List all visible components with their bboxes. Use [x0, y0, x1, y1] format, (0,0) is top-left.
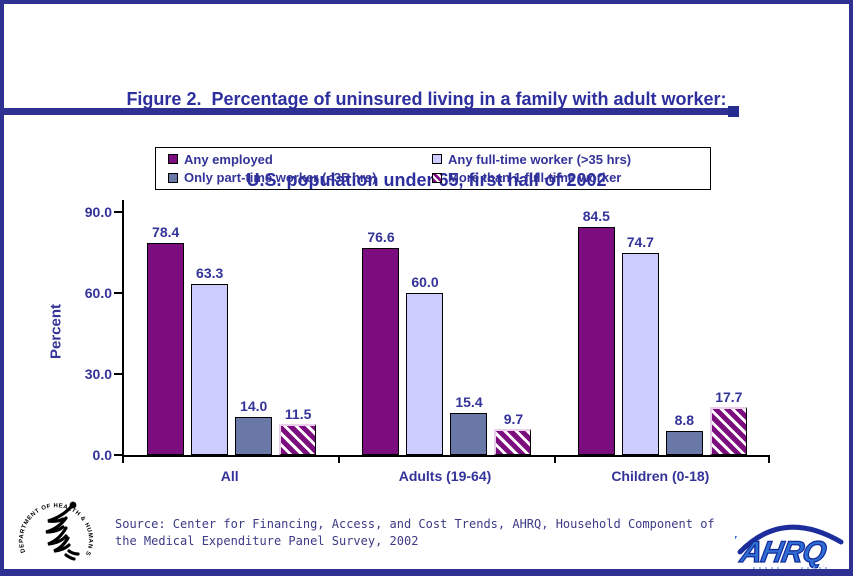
ahrq-logo: AHRQ — [735, 524, 844, 570]
y-tick-labels: 0.0 30.0 60.0 90.0 — [60, 200, 112, 463]
bar: 8.8 — [665, 412, 703, 455]
x-tick-mark — [768, 457, 770, 463]
bar-value-label: 76.6 — [367, 229, 395, 245]
bar: 15.4 — [450, 394, 488, 455]
bar: 63.3 — [191, 265, 229, 455]
hhs-eagle-head — [69, 501, 77, 509]
svg-text:DEPARTMENT OF HEALTH & HUMAN S: DEPARTMENT OF HEALTH & HUMAN SERVICES · … — [16, 492, 93, 556]
figure-title: Figure 2. Percentage of uninsured living… — [0, 32, 853, 248]
bar: 17.7 — [709, 389, 747, 455]
y-tick-marks — [114, 200, 122, 456]
bar: 74.7 — [621, 234, 659, 455]
hhs-seal-text: DEPARTMENT OF HEALTH & HUMAN SERVICES · … — [16, 492, 92, 556]
source-text: Source: Center for Financing, Access, an… — [115, 517, 715, 548]
bar: 60.0 — [406, 274, 444, 455]
legend-label: Any full-time worker (>35 hrs) — [448, 151, 632, 167]
bar: 84.5 — [577, 208, 615, 455]
bar-value-label: 74.7 — [626, 234, 654, 250]
legend-item: Only part-time worker (<35 hrs) — [168, 170, 432, 185]
hhs-eagle-icon — [45, 504, 80, 561]
hhs-seal-logo: DEPARTMENT OF HEALTH & HUMAN SERVICES · … — [16, 492, 93, 561]
y-tick-mark — [114, 210, 122, 213]
bar-group: 76.6 60.0 15.4 9.7 — [339, 200, 554, 455]
legend-swatch-1 — [168, 154, 178, 165]
ahrq-swoosh-icon — [737, 524, 844, 555]
bar-value-label: 63.3 — [196, 265, 224, 281]
y-tick-label: 90.0 — [84, 203, 112, 220]
y-tick-label: 0.0 — [92, 447, 112, 463]
x-tick-marks — [122, 457, 770, 463]
bar-group: 84.5 74.7 8.8 17.7 — [555, 200, 770, 455]
bar-value-label: 15.4 — [455, 394, 483, 410]
category-label: All — [220, 468, 239, 484]
bar: 11.5 — [279, 406, 317, 455]
legend-item: Any employed — [168, 152, 432, 167]
bar-value-label: 60.0 — [411, 274, 439, 290]
category-label: Adults (19-64) — [398, 468, 492, 484]
bar-value-label: 17.7 — [715, 389, 743, 405]
legend-item: Any full-time worker (>35 hrs) — [432, 152, 710, 167]
bar-value-label: 9.7 — [503, 411, 524, 427]
y-tick-label: 60.0 — [84, 284, 112, 301]
legend-swatch-2 — [432, 154, 442, 165]
figure-title-line2: U.S. population under 65, first half of … — [246, 170, 607, 190]
bar: 78.4 — [147, 224, 185, 455]
plot-area: 78.4 63.3 14.0 11.5 76.6 60.0 15.4 9.7 84.5 74.7 8… — [122, 200, 770, 457]
legend-label: More than 1 full-time worker — [448, 170, 622, 186]
x-category-labels: All Adults (19-64) Children (0-18) — [122, 468, 768, 484]
legend-label: Only part-time worker (<35 hrs) — [184, 170, 377, 186]
category-label: Children (0-18) — [611, 468, 710, 484]
y-tick-mark — [114, 372, 122, 375]
bar: 9.7 — [494, 411, 532, 455]
x-tick-mark — [122, 457, 124, 463]
bar: 14.0 — [235, 398, 273, 455]
bar-value-label: 11.5 — [284, 406, 312, 422]
title-underline-endcap — [728, 106, 739, 117]
y-tick-mark — [114, 291, 122, 294]
ahrq-speed-lines-icon — [735, 536, 738, 539]
figure-title-line1: Figure 2. Percentage of uninsured living… — [126, 89, 727, 109]
x-tick-mark — [554, 457, 557, 463]
legend-swatch-3 — [168, 172, 178, 183]
y-tick-label: 30.0 — [84, 365, 112, 382]
bar-value-label: 84.5 — [582, 208, 610, 224]
legend-swatch-4 — [432, 172, 442, 183]
bar-value-label: 78.4 — [152, 224, 180, 240]
bar-group: 78.4 63.3 14.0 11.5 — [124, 200, 339, 455]
bar: 76.6 — [362, 229, 400, 455]
legend-label: Any employed — [184, 151, 273, 167]
legend-item: More than 1 full-time worker — [432, 170, 710, 185]
ahrq-logo-text: AHRQ — [737, 536, 829, 569]
title-underline — [4, 108, 732, 115]
legend-box: Any employed Any full-time worker (>35 hr… — [155, 147, 711, 190]
y-tick-mark — [114, 454, 122, 456]
x-tick-mark — [337, 457, 340, 463]
bar-value-label: 14.0 — [240, 398, 268, 414]
bar-value-label: 8.8 — [674, 412, 695, 428]
